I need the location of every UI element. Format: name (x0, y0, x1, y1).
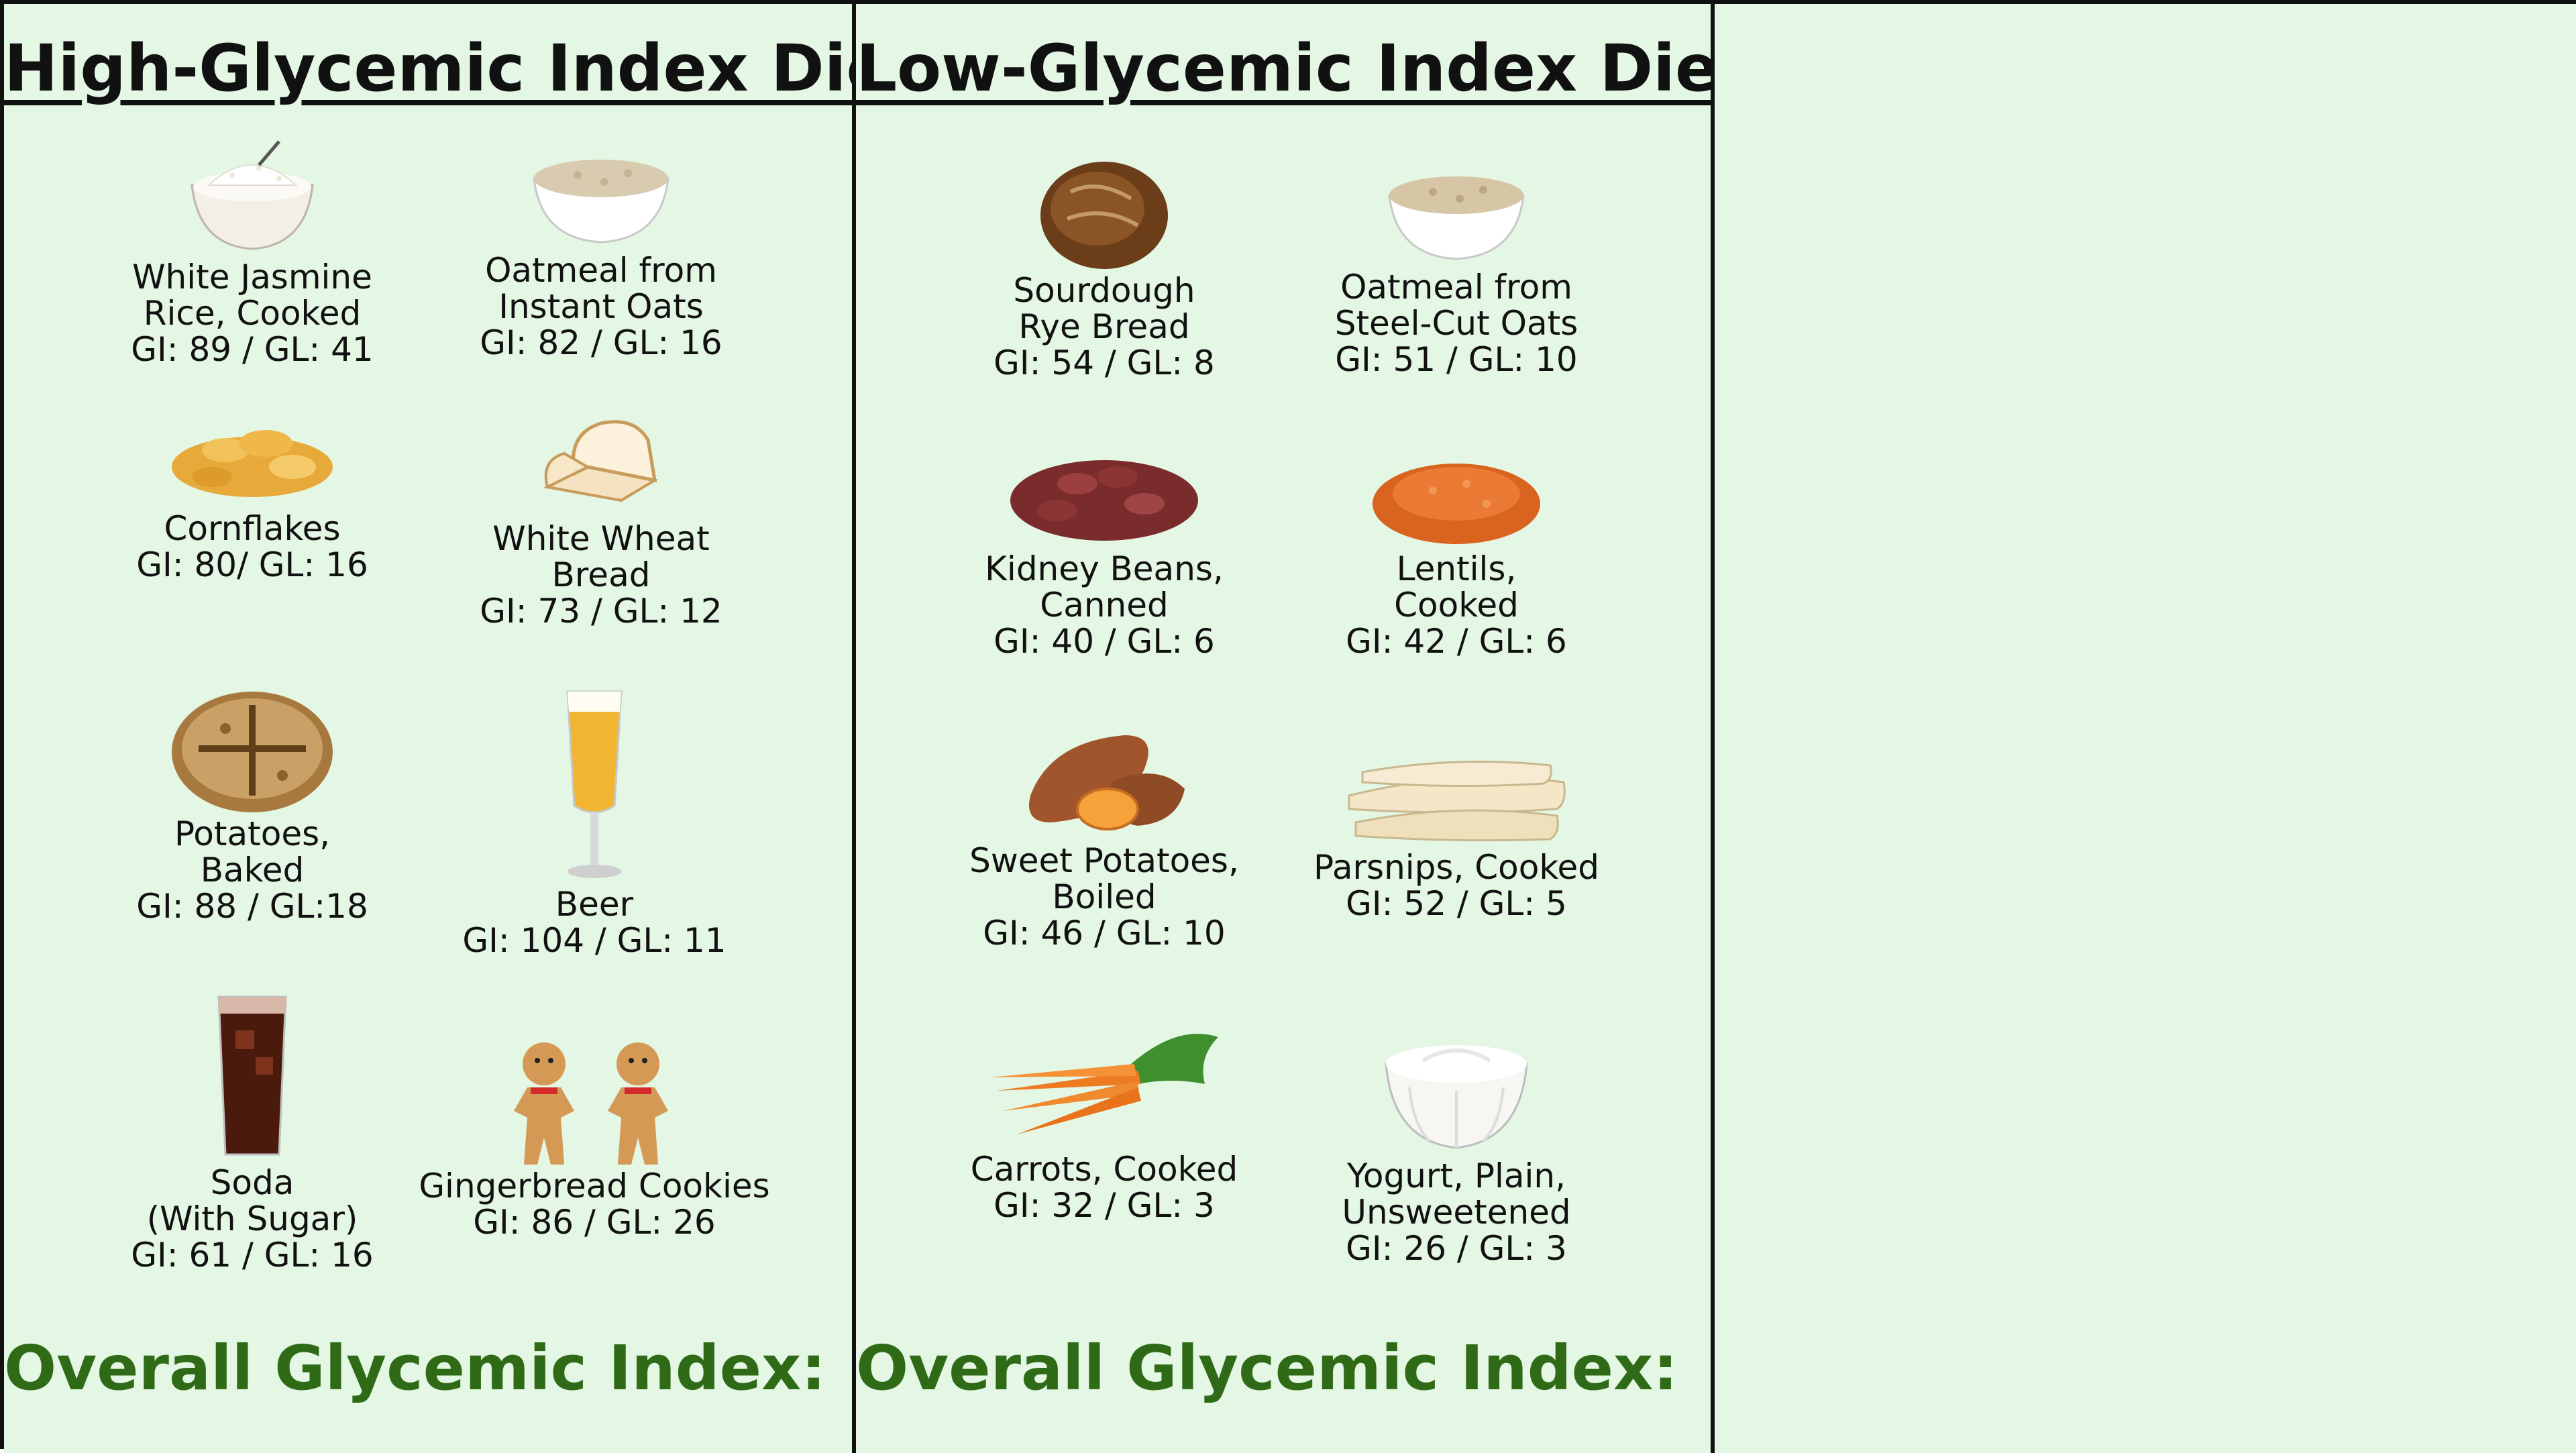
food-item-kidney-beans: Kidney Beans, Canned GI: 40 / GL: 6 (916, 430, 1292, 659)
food-item-parsnips: Parsnips, Cooked GI: 52 / GL: 5 (1269, 742, 1644, 922)
overall-label: Overall Glycemic Index: (4, 1332, 826, 1404)
food-item-sweet-potato: Sweet Potatoes, Boiled GI: 46 / GL: 10 (916, 715, 1292, 951)
food-name: White Jasmine Rice, Cooked (132, 258, 372, 333)
food-name: White Wheat Bread (492, 519, 710, 594)
food-item-gingerbread: Gingerbread Cookies GI: 86 / GL: 26 (407, 1034, 782, 1240)
food-name: Potatoes, Baked (174, 814, 331, 890)
parsnips-icon (1348, 760, 1566, 842)
food-gi-gl: GI: 40 / GL: 6 (994, 622, 1215, 661)
food-item-lentils: Lentils, Cooked GI: 42 / GL: 6 (1269, 437, 1644, 659)
low-gi-panel: Low-Glycemic Index Diet Sourdough Rye Br… (856, 4, 1807, 1453)
lentils-icon (1373, 464, 1540, 544)
high-gi-title: High-Glycemic Index Diet (4, 31, 921, 106)
high-gi-panel: High-Glycemic Index Diet White Jasmine R… (4, 4, 955, 1453)
food-gi-gl: GI: 26 / GL: 3 (1346, 1229, 1567, 1268)
food-name: Soda (With Sugar) (146, 1163, 358, 1238)
oatmeal-bowl-icon (533, 160, 669, 244)
beer-glass-icon (566, 690, 623, 878)
food-gi-gl: GI: 89 / GL: 41 (131, 330, 374, 369)
low-gi-title: Low-Glycemic Index Diet (856, 31, 1750, 106)
food-name: Sourdough Rye Bread (1013, 271, 1195, 346)
carrots-icon (990, 1034, 1218, 1134)
food-item-steelcut-oatmeal: Oatmeal from Steel-Cut Oats GI: 51 / GL:… (1269, 155, 1644, 378)
food-gi-gl: GI: 52 / GL: 5 (1346, 884, 1567, 923)
food-name: Oatmeal from Instant Oats (485, 251, 717, 326)
baked-potato-icon (172, 692, 333, 812)
food-gi-gl: GI: 86 / GL: 26 (473, 1203, 716, 1242)
food-item-baked-potato: Potatoes, Baked GI: 88 / GL:18 (64, 682, 440, 924)
food-name: Beer (555, 885, 634, 924)
food-name: Sweet Potatoes, Boiled (969, 841, 1239, 916)
empty-panel (1715, 4, 2576, 1453)
food-item-soda: Soda (With Sugar) GI: 61 / GL: 16 (64, 990, 440, 1273)
food-gi-gl: GI: 61 / GL: 16 (131, 1236, 374, 1275)
food-gi-gl: GI: 104 / GL: 11 (462, 921, 727, 960)
rye-bread-icon (1040, 162, 1168, 269)
food-gi-gl: GI: 88 / GL:18 (136, 887, 368, 926)
food-name: Lentils, Cooked (1394, 549, 1519, 625)
food-gi-gl: GI: 54 / GL: 8 (994, 343, 1215, 382)
food-name: Parsnips, Cooked (1313, 848, 1600, 887)
food-name: Gingerbread Cookies (419, 1167, 770, 1205)
yogurt-bowl-icon (1385, 1045, 1528, 1149)
food-item-white-bread: White Wheat Bread GI: 73 / GL: 12 (413, 407, 789, 629)
food-name: Oatmeal from Steel-Cut Oats (1334, 268, 1578, 343)
food-gi-gl: GI: 51 / GL: 10 (1335, 340, 1578, 379)
food-item-carrots: Carrots, Cooked GI: 32 / GL: 3 (916, 1017, 1292, 1224)
food-item-rye-bread: Sourdough Rye Bread GI: 54 / GL: 8 (916, 152, 1292, 381)
food-item-beer: Beer GI: 104 / GL: 11 (407, 685, 782, 959)
sweet-potato-icon (1029, 735, 1185, 830)
food-gi-gl: GI: 73 / GL: 12 (480, 592, 722, 631)
overall-label: Overall Glycemic Index: (856, 1332, 1678, 1404)
food-name: Carrots, Cooked (970, 1150, 1238, 1189)
rice-bowl-icon (191, 140, 314, 250)
bread-slices-icon (543, 420, 659, 502)
food-name: Yogurt, Plain, Unsweetened (1342, 1156, 1571, 1232)
kidney-beans-icon (1010, 460, 1198, 541)
food-item-rice: White Jasmine Rice, Cooked GI: 89 / GL: … (64, 138, 440, 368)
food-gi-gl: GI: 42 / GL: 6 (1346, 622, 1567, 661)
food-item-cornflakes: Cornflakes GI: 80/ GL: 16 (64, 403, 440, 583)
food-gi-gl: GI: 80/ GL: 16 (136, 545, 368, 584)
food-name: Cornflakes (164, 509, 341, 548)
food-gi-gl: GI: 32 / GL: 3 (994, 1186, 1215, 1225)
food-gi-gl: GI: 82 / GL: 16 (480, 323, 722, 362)
high-overall-gi: Overall Glycemic Index: 83 (4, 1332, 955, 1404)
oatmeal-bowl-icon (1388, 176, 1525, 260)
food-item-yogurt: Yogurt, Plain, Unsweetened GI: 26 / GL: … (1269, 1024, 1644, 1267)
food-gi-gl: GI: 46 / GL: 10 (983, 914, 1226, 953)
gingerbread-icon (514, 1042, 668, 1165)
food-item-instant-oatmeal: Oatmeal from Instant Oats GI: 82 / GL: 1… (413, 138, 789, 361)
soda-glass-icon (217, 995, 287, 1156)
low-overall-gi: Overall Glycemic Index: 43 (856, 1332, 1807, 1404)
food-name: Kidney Beans, Canned (985, 549, 1224, 625)
cornflakes-icon (172, 430, 333, 497)
